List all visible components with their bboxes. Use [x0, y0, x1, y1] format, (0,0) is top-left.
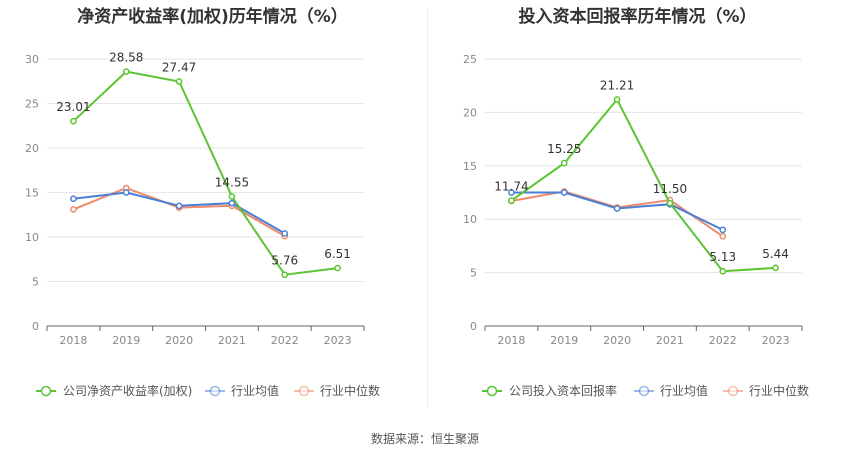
x-tick-label: 2023 [762, 334, 790, 347]
data-point-company [666, 199, 674, 207]
data-point-company [508, 197, 515, 204]
x-tick-label: 2022 [709, 334, 737, 347]
data-label: 21.21 [600, 78, 634, 92]
chart-panel-2: 0 5 10 15 20 25 2018 2019 2020 2021 2022 2023 11.74 1… [463, 53, 809, 398]
y-tick-label: 15 [25, 187, 39, 200]
y-tick-label: 20 [25, 142, 39, 155]
data-point-company [719, 267, 727, 275]
x-tick-label: 2020 [165, 334, 193, 347]
x-tick-label: 2021 [218, 334, 246, 347]
data-point-industry-mean [70, 195, 77, 203]
y-tick-label: 5 [32, 276, 39, 289]
data-label: 14.55 [215, 176, 249, 190]
legend-marker [486, 385, 498, 397]
data-point-industry-mean [508, 189, 515, 196]
data-point-industry-mean [228, 199, 236, 207]
data-label: 27.47 [162, 61, 196, 75]
data-point-industry-mean [719, 226, 727, 234]
legend-marker [298, 385, 310, 397]
series-line-company [72, 70, 338, 276]
data-point-company [281, 271, 289, 279]
legend-item: 行业中位数 [723, 383, 809, 398]
y-tick-label: 10 [25, 231, 39, 244]
data-label: 28.58 [109, 51, 143, 65]
data-label: 6.51 [324, 247, 351, 261]
legend-marker [727, 385, 739, 397]
y-tick-label: 25 [463, 53, 477, 66]
legend-label: 行业中位数 [749, 383, 809, 398]
x-tick-label: 2018 [497, 334, 525, 347]
x-tick-label: 2023 [324, 334, 352, 347]
legend-marker [638, 385, 650, 397]
data-point-industry-median [70, 206, 77, 213]
data-label: 5.44 [762, 247, 789, 261]
data-point-company [175, 78, 183, 85]
data-label: 11.50 [653, 182, 687, 196]
x-tick-label: 2022 [271, 334, 299, 347]
data-point-company [70, 117, 77, 125]
legend-label: 行业中位数 [320, 383, 380, 398]
data-point-company [772, 264, 779, 272]
x-tick-label: 2019 [112, 334, 140, 347]
data-point-industry-mean [281, 230, 289, 237]
legend-item: 行业中位数 [294, 383, 380, 398]
legend-label: 公司投入资本回报率 [509, 383, 617, 398]
chart-title-roic: 投入资本回报率历年情况（%） [518, 7, 757, 27]
x-tick-label: 2019 [550, 334, 578, 347]
legend-label: 行业均值 [231, 383, 279, 398]
panel-divider [427, 8, 428, 408]
legend-label: 公司净资产收益率(加权) [63, 383, 192, 398]
series-line-company [510, 97, 776, 273]
legend-marker [209, 385, 221, 397]
x-tick-label: 2021 [656, 334, 684, 347]
data-point-industry-mean [122, 189, 130, 196]
data-point-industry-mean [560, 189, 568, 196]
legend-item: 行业均值 [205, 383, 279, 398]
y-tick-label: 30 [25, 53, 39, 66]
y-tick-label: 15 [463, 160, 477, 173]
y-tick-label: 20 [463, 106, 477, 119]
data-label: 5.76 [271, 254, 298, 268]
legend-label: 行业均值 [660, 383, 708, 398]
data-point-industry-mean [613, 205, 621, 212]
data-point-company [334, 264, 341, 272]
y-tick-label: 10 [463, 213, 477, 226]
y-tick-label: 5 [470, 267, 477, 280]
data-point-industry-median [719, 232, 727, 240]
data-point-company [560, 159, 568, 167]
legend-item: 公司净资产收益率(加权) [36, 383, 192, 398]
y-tick-label: 0 [32, 320, 39, 333]
legend-marker [40, 385, 52, 397]
y-tick-label: 25 [25, 98, 39, 111]
data-point-industry-mean [175, 202, 183, 210]
data-label: 23.01 [56, 100, 90, 114]
data-label: 5.13 [709, 250, 736, 264]
legend-item: 行业均值 [634, 383, 708, 398]
x-tick-label: 2018 [59, 334, 87, 347]
legend-item: 公司投入资本回报率 [482, 383, 617, 398]
x-tick-label: 2020 [603, 334, 631, 347]
data-label: 11.74 [494, 180, 528, 194]
data-label: 15.25 [547, 142, 581, 156]
data-source: 数据来源：恒生聚源 [370, 432, 479, 446]
data-point-company [228, 193, 236, 200]
chart-title-roe: 净资产收益率(加权)历年情况（%） [77, 7, 348, 27]
y-tick-label: 0 [470, 320, 477, 333]
chart-panel-1: 0 5 10 15 20 25 30 2018 2019 2020 2021 2022 2023 23.0… [25, 51, 380, 398]
data-point-company [613, 96, 621, 103]
data-point-company [122, 68, 130, 75]
